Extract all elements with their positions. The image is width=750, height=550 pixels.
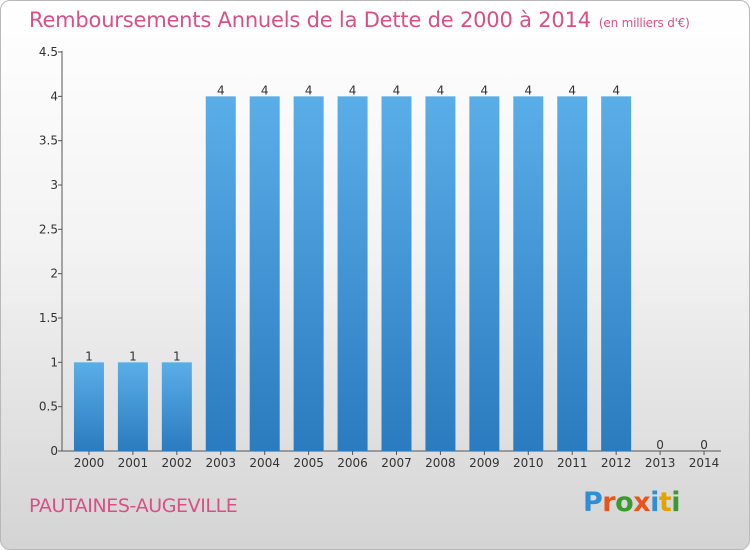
y-tick-label: 1.5 [39,311,58,325]
bar-2009 [469,96,500,451]
data-label-2004: 4 [261,83,269,97]
x-tick-label-2009: 2009 [469,456,500,470]
x-tick-label-2004: 2004 [249,456,280,470]
x-tick-label-2001: 2001 [118,456,149,470]
place-name: PAUTAINES-AUGEVILLE [29,495,238,517]
data-label-2009: 4 [481,83,489,97]
logo-letter: i [650,487,659,518]
bar-2003 [205,96,236,451]
data-label-2000: 1 [85,349,93,363]
logo-letter: o [615,487,634,518]
data-label-2011: 4 [568,83,576,97]
y-tick-label: 0 [50,444,58,458]
y-tick-label: 0.5 [39,400,58,414]
bar-2004 [249,96,280,451]
x-tick-label-2011: 2011 [557,456,588,470]
x-tick-label-2010: 2010 [513,456,544,470]
x-tick-label-2007: 2007 [381,456,412,470]
proxiti-logo[interactable]: Proxiti [583,487,681,518]
logo-letter: P [583,487,603,518]
title-text: Remboursements Annuels de la Dette de 20… [29,8,591,32]
y-tick-label: 4 [50,89,58,103]
bar-2000 [73,362,104,451]
data-label-2001: 1 [129,349,137,363]
bar-2010 [513,96,544,451]
y-tick-label: 3.5 [39,134,58,148]
x-tick-label-2006: 2006 [337,456,368,470]
data-label-2003: 4 [217,83,225,97]
y-tick-label: 2.5 [39,222,58,236]
x-tick-label-2005: 2005 [293,456,324,470]
y-tick-label: 1 [50,355,58,369]
data-label-2010: 4 [524,83,532,97]
x-tick-label-2003: 2003 [205,456,236,470]
y-tick-label: 4.5 [39,45,58,59]
chart-title: Remboursements Annuels de la Dette de 20… [29,8,690,32]
x-tick-label-2012: 2012 [601,456,632,470]
x-tick-label-2008: 2008 [425,456,456,470]
logo-letter: t [658,487,672,518]
logo-letter: i [671,487,681,518]
y-tick-label: 3 [50,178,58,192]
bar-2012 [601,96,632,451]
data-label-2012: 4 [612,83,620,97]
y-tick-label: 2 [50,267,58,281]
bar-2008 [425,96,456,451]
bar-2011 [557,96,588,451]
logo-letter: x [633,487,651,518]
data-label-2008: 4 [437,83,445,97]
data-label-2006: 4 [349,83,357,97]
title-unit: (en milliers d'€) [598,16,690,30]
data-label-2002: 1 [173,349,181,363]
x-tick-label-2000: 2000 [74,456,105,470]
x-tick-label-2014: 2014 [689,456,720,470]
bar-2002 [161,362,192,451]
data-label-2007: 4 [393,83,401,97]
bar-2005 [293,96,324,451]
bar-2001 [117,362,148,451]
x-tick-label-2013: 2013 [645,456,676,470]
data-label-2005: 4 [305,83,313,97]
x-tick-label-2002: 2002 [162,456,193,470]
bar-2006 [337,96,368,451]
logo-letter: r [602,487,616,518]
bar-2007 [381,96,412,451]
data-label-2013: 0 [656,438,664,452]
data-label-2014: 0 [700,438,708,452]
